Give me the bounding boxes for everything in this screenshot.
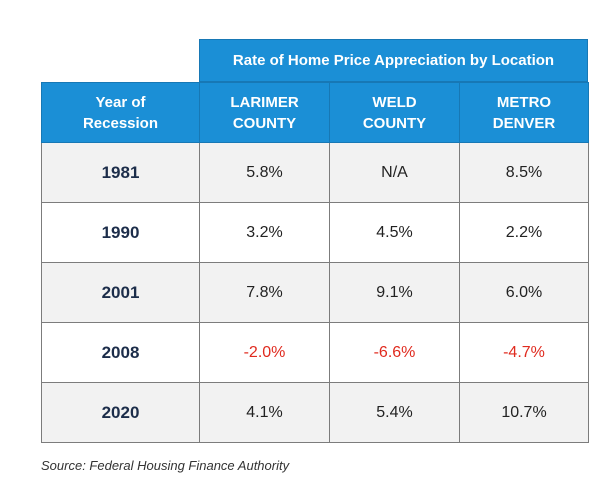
value-cell-metro-denver: -4.7% — [459, 322, 589, 383]
value-cell-weld-county: N/A — [329, 142, 460, 203]
header-larimer-county: LARIMER COUNTY — [199, 82, 330, 143]
table-body: 1981 5.8% N/A 8.5% 1990 3.2% 4.5% 2.2% 2001 7.8% 9… — [41, 142, 589, 443]
year-cell: 2020 — [41, 382, 200, 443]
header-metro-line1: METRO — [496, 93, 552, 111]
year-cell: 1990 — [41, 202, 200, 263]
value-cell-metro-denver: 6.0% — [459, 262, 589, 323]
value-cell-metro-denver: 8.5% — [459, 142, 589, 203]
value-cell-weld-county: 9.1% — [329, 262, 460, 323]
header-year-of-recession: Year of Recession — [41, 82, 200, 143]
value-cell-metro-denver: 10.7% — [459, 382, 589, 443]
value-cell-weld-county: 5.4% — [329, 382, 460, 443]
header-metro-line2: DENVER — [492, 114, 556, 132]
year-cell: 2008 — [41, 322, 200, 383]
year-cell: 2001 — [41, 262, 200, 323]
value-cell-larimer-county: 3.2% — [199, 202, 330, 263]
table-row: 1981 5.8% N/A 8.5% — [41, 142, 589, 203]
header-metro-denver: METRO DENVER — [459, 82, 589, 143]
value-cell-larimer-county: 7.8% — [199, 262, 330, 323]
table-row: 2020 4.1% 5.4% 10.7% — [41, 382, 589, 443]
header-row: Year of Recession LARIMER COUNTY WELD CO… — [41, 82, 589, 143]
value-cell-larimer-county: 5.8% — [199, 142, 330, 203]
table-row: 2001 7.8% 9.1% 6.0% — [41, 262, 589, 323]
header-weld-county: WELD COUNTY — [329, 82, 460, 143]
header-year-line1: Year of — [95, 93, 146, 111]
value-cell-weld-county: -6.6% — [329, 322, 460, 383]
appreciation-table: Year of Recession LARIMER COUNTY WELD CO… — [41, 82, 589, 443]
table-row: 1990 3.2% 4.5% 2.2% — [41, 202, 589, 263]
value-cell-weld-county: 4.5% — [329, 202, 460, 263]
year-cell: 1981 — [41, 142, 200, 203]
table-title: Rate of Home Price Appreciation by Locat… — [199, 39, 588, 82]
header-weld-line1: WELD — [372, 93, 417, 111]
value-cell-larimer-county: 4.1% — [199, 382, 330, 443]
header-weld-line2: COUNTY — [362, 114, 427, 132]
value-cell-metro-denver: 2.2% — [459, 202, 589, 263]
header-larimer-line2: COUNTY — [232, 114, 297, 132]
table-row: 2008 -2.0% -6.6% -4.7% — [41, 322, 589, 383]
value-cell-larimer-county: -2.0% — [199, 322, 330, 383]
appreciation-table-container: Rate of Home Price Appreciation by Locat… — [41, 39, 589, 443]
header-larimer-line1: LARIMER — [230, 93, 299, 111]
header-year-line2: Recession — [82, 114, 159, 132]
source-note: Source: Federal Housing Finance Authorit… — [41, 458, 290, 473]
